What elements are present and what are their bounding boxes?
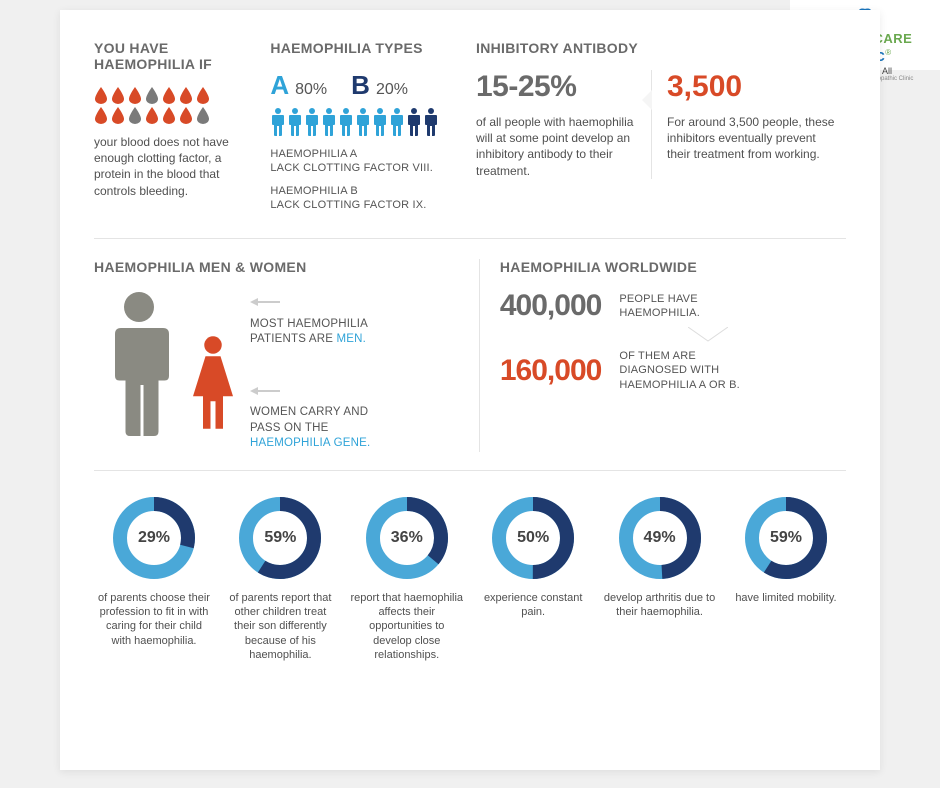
man-icon bbox=[94, 289, 184, 439]
person-icon bbox=[389, 107, 405, 137]
donut-chart: 59% bbox=[743, 495, 829, 581]
people-icons bbox=[270, 107, 456, 137]
sec4-title: HAEMOPHILIA MEN & WOMEN bbox=[94, 259, 463, 275]
section-worldwide: HAEMOPHILIA WORLDWIDE 400,000 PEOPLE HAV… bbox=[480, 259, 846, 452]
sec3-right: 3,500 For around 3,500 people, these inh… bbox=[651, 70, 836, 179]
blood-drop-icon bbox=[94, 86, 108, 104]
woman-icon bbox=[188, 335, 238, 435]
type-a-pct: 80% bbox=[295, 81, 327, 99]
donut-text: of parents choose their profession to fi… bbox=[94, 591, 214, 648]
men-text: MOST HAEMOPHILIA PATIENTS ARE MEN. bbox=[250, 297, 463, 348]
donut-item: 59% have limited mobility. bbox=[726, 495, 846, 662]
person-icon bbox=[372, 107, 388, 137]
person-icon bbox=[355, 107, 371, 137]
sec3-left-body: of all people with haemophilia will at s… bbox=[476, 114, 639, 179]
sec3-right-body: For around 3,500 people, these inhibitor… bbox=[667, 114, 836, 163]
section-types: HAEMOPHILIA TYPES A 80% B 20% HAEMOPHILI… bbox=[270, 40, 476, 220]
donut-pct: 59% bbox=[237, 495, 323, 581]
ww-stat1: 400,000 bbox=[500, 289, 601, 323]
blood-drop-icon bbox=[162, 86, 176, 104]
type-a-sub: HAEMOPHILIA A LACK CLOTTING FACTOR VIII. bbox=[270, 147, 456, 176]
donut-text: of parents report that other children tr… bbox=[220, 591, 340, 662]
blood-drop-icon bbox=[179, 86, 193, 104]
types-ab-row: A 80% B 20% bbox=[270, 70, 456, 101]
donut-item: 36% report that haemophilia affects thei… bbox=[347, 495, 467, 662]
type-b-pct: 20% bbox=[376, 81, 408, 99]
women-text: WOMEN CARRY AND PASS ON THE HAEMOPHILIA … bbox=[250, 386, 463, 452]
blood-drops bbox=[94, 86, 250, 124]
donut-item: 49% develop arthritis due to their haemo… bbox=[600, 495, 720, 662]
type-a-label: A bbox=[270, 70, 289, 101]
donut-chart: 59% bbox=[237, 495, 323, 581]
sec3-title: INHIBITORY ANTIBODY bbox=[476, 40, 846, 56]
donut-text: develop arthritis due to their haemophil… bbox=[600, 591, 720, 620]
sec3-left: 15-25% of all people with haemophilia wi… bbox=[476, 70, 651, 179]
person-icon bbox=[270, 107, 286, 137]
person-icon bbox=[287, 107, 303, 137]
section-inhibitory: INHIBITORY ANTIBODY 15-25% of all people… bbox=[476, 40, 846, 220]
ww-stat1-body: PEOPLE HAVE HAEMOPHILIA. bbox=[619, 292, 749, 321]
person-icon bbox=[406, 107, 422, 137]
type-b-sub: HAEMOPHILIA B LACK CLOTTING FACTOR IX. bbox=[270, 184, 456, 213]
ww-stat2-body: OF THEM ARE DIAGNOSED WITH HAEMOPHILIA A… bbox=[619, 349, 749, 392]
person-icon bbox=[338, 107, 354, 137]
section-you-have: YOU HAVE HAEMOPHILIA IF your blood does … bbox=[94, 40, 270, 220]
sec2-title: HAEMOPHILIA TYPES bbox=[270, 40, 456, 56]
ww-connector-icon bbox=[570, 327, 846, 345]
type-b-label: B bbox=[351, 70, 370, 101]
blood-drop-icon bbox=[128, 106, 142, 124]
donut-pct: 49% bbox=[617, 495, 703, 581]
donut-pct: 29% bbox=[111, 495, 197, 581]
donut-item: 29% of parents choose their profession t… bbox=[94, 495, 214, 662]
donut-text: report that haemophilia affects their op… bbox=[347, 591, 467, 662]
donut-pct: 59% bbox=[743, 495, 829, 581]
blood-drop-icon bbox=[111, 106, 125, 124]
donut-chart: 29% bbox=[111, 495, 197, 581]
person-icon bbox=[321, 107, 337, 137]
donut-chart: 49% bbox=[617, 495, 703, 581]
blood-drop-icon bbox=[196, 86, 210, 104]
donut-text: experience constant pain. bbox=[473, 591, 593, 620]
donut-pct: 36% bbox=[364, 495, 450, 581]
person-icon bbox=[423, 107, 439, 137]
row-1: YOU HAVE HAEMOPHILIA IF your blood does … bbox=[94, 40, 846, 239]
blood-drop-icon bbox=[128, 86, 142, 104]
infographic-card: YOU HAVE HAEMOPHILIA IF your blood does … bbox=[60, 10, 880, 770]
sec5-title: HAEMOPHILIA WORLDWIDE bbox=[500, 259, 846, 275]
donut-chart: 36% bbox=[364, 495, 450, 581]
sec1-body: your blood does not have enough clotting… bbox=[94, 134, 250, 199]
donut-chart: 50% bbox=[490, 495, 576, 581]
section-men-women: HAEMOPHILIA MEN & WOMEN bbox=[94, 259, 480, 452]
donut-item: 59% of parents report that other childre… bbox=[220, 495, 340, 662]
blood-drop-icon bbox=[94, 106, 108, 124]
sec3-left-stat: 15-25% bbox=[476, 70, 639, 104]
row-2: HAEMOPHILIA MEN & WOMEN bbox=[94, 239, 846, 471]
donut-text: have limited mobility. bbox=[726, 591, 846, 605]
blood-drop-icon bbox=[111, 86, 125, 104]
sec3-right-stat: 3,500 bbox=[667, 70, 836, 104]
blood-drop-icon bbox=[196, 106, 210, 124]
donut-item: 50% experience constant pain. bbox=[473, 495, 593, 662]
person-icon bbox=[304, 107, 320, 137]
donut-pct: 50% bbox=[490, 495, 576, 581]
ww-stat2: 160,000 bbox=[500, 354, 601, 388]
blood-drop-icon bbox=[162, 106, 176, 124]
row-donuts: 29% of parents choose their profession t… bbox=[94, 471, 846, 662]
blood-drop-icon bbox=[145, 106, 159, 124]
sec1-title: YOU HAVE HAEMOPHILIA IF bbox=[94, 40, 250, 72]
blood-drop-icon bbox=[145, 86, 159, 104]
blood-drop-icon bbox=[179, 106, 193, 124]
